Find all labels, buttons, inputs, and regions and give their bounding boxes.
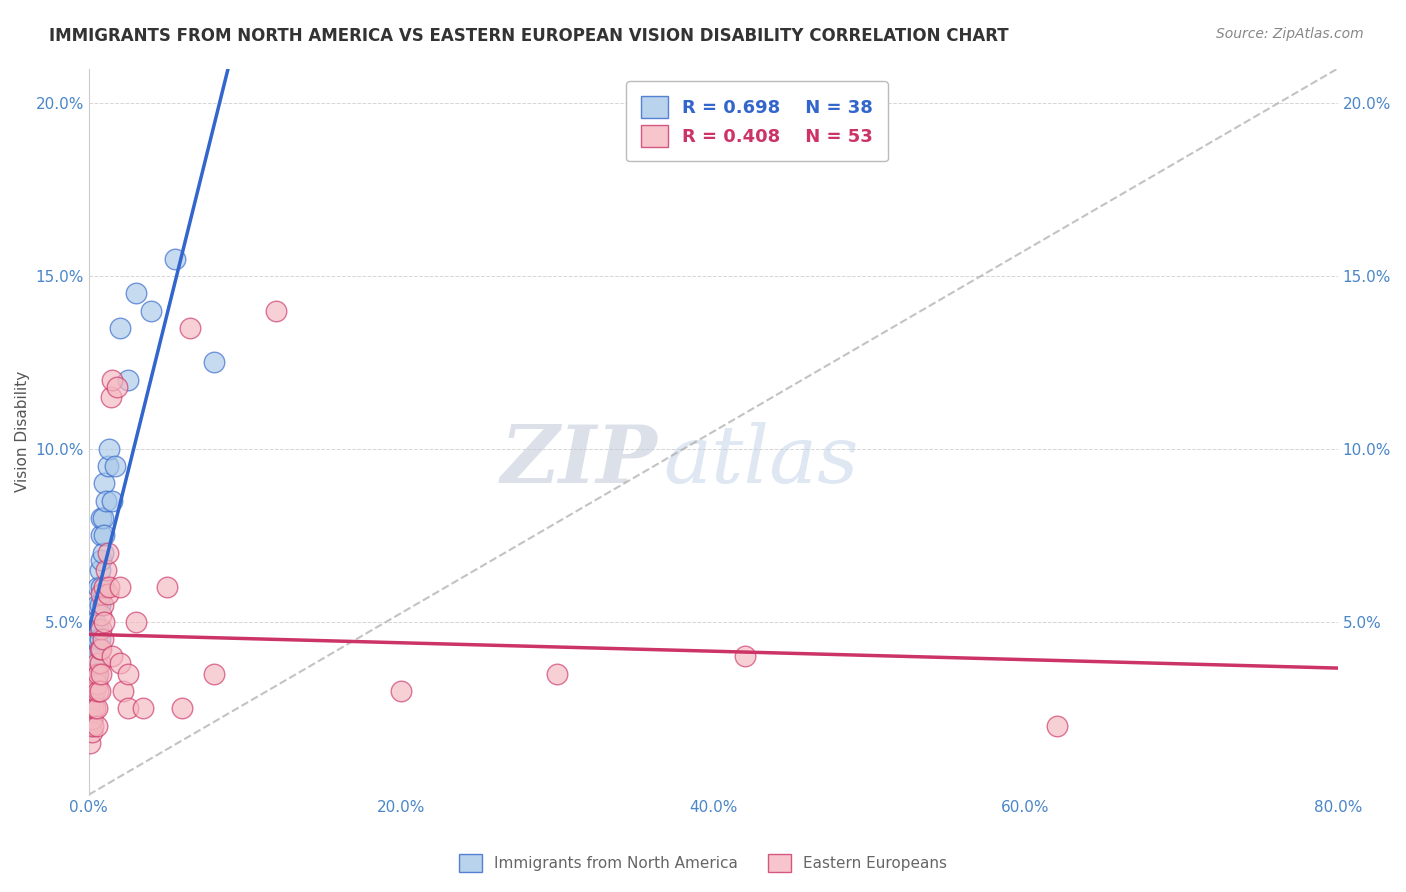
Point bbox=[90, 622, 112, 636]
Point bbox=[101, 649, 124, 664]
Point bbox=[202, 666, 225, 681]
Point bbox=[101, 373, 124, 387]
Point bbox=[90, 642, 112, 657]
Point bbox=[89, 657, 111, 671]
Point bbox=[108, 321, 131, 335]
Point bbox=[79, 736, 101, 750]
Point bbox=[94, 493, 117, 508]
Point bbox=[156, 580, 179, 594]
Point bbox=[93, 476, 115, 491]
Point bbox=[117, 701, 139, 715]
Point bbox=[100, 390, 122, 404]
Point bbox=[79, 718, 101, 732]
Point bbox=[82, 632, 104, 646]
Point bbox=[90, 587, 112, 601]
Point bbox=[108, 657, 131, 671]
Y-axis label: Vision Disability: Vision Disability bbox=[15, 371, 30, 492]
Text: IMMIGRANTS FROM NORTH AMERICA VS EASTERN EUROPEAN VISION DISABILITY CORRELATION : IMMIGRANTS FROM NORTH AMERICA VS EASTERN… bbox=[49, 27, 1010, 45]
Point bbox=[124, 286, 146, 301]
Point bbox=[86, 666, 108, 681]
Point bbox=[79, 701, 101, 715]
Point bbox=[82, 690, 104, 705]
Point bbox=[96, 546, 118, 560]
Point bbox=[80, 649, 103, 664]
Point bbox=[90, 607, 112, 622]
Point bbox=[87, 622, 110, 636]
Point bbox=[112, 684, 135, 698]
Point bbox=[89, 563, 111, 577]
Point bbox=[84, 666, 107, 681]
Legend: R = 0.698    N = 38, R = 0.408    N = 53: R = 0.698 N = 38, R = 0.408 N = 53 bbox=[626, 81, 887, 161]
Point bbox=[91, 632, 114, 646]
Point bbox=[90, 580, 112, 594]
Point bbox=[89, 598, 111, 612]
Point bbox=[82, 718, 104, 732]
Text: Source: ZipAtlas.com: Source: ZipAtlas.com bbox=[1216, 27, 1364, 41]
Point bbox=[87, 580, 110, 594]
Point bbox=[104, 459, 127, 474]
Point bbox=[172, 701, 194, 715]
Point bbox=[84, 684, 107, 698]
Point bbox=[163, 252, 186, 266]
Point bbox=[79, 684, 101, 698]
Point bbox=[96, 587, 118, 601]
Point bbox=[141, 303, 163, 318]
Point bbox=[91, 511, 114, 525]
Point bbox=[90, 511, 112, 525]
Point bbox=[87, 666, 110, 681]
Text: ZIP: ZIP bbox=[501, 422, 657, 500]
Point bbox=[179, 321, 201, 335]
Point bbox=[86, 701, 108, 715]
Point bbox=[91, 598, 114, 612]
Point bbox=[91, 546, 114, 560]
Point bbox=[82, 701, 104, 715]
Point bbox=[93, 615, 115, 629]
Point bbox=[734, 649, 756, 664]
Point bbox=[202, 355, 225, 369]
Point bbox=[79, 701, 101, 715]
Point bbox=[124, 615, 146, 629]
Point bbox=[87, 684, 110, 698]
Point bbox=[93, 580, 115, 594]
Point bbox=[101, 493, 124, 508]
Point bbox=[89, 632, 111, 646]
Point bbox=[80, 684, 103, 698]
Point bbox=[90, 528, 112, 542]
Text: atlas: atlas bbox=[664, 422, 859, 500]
Point bbox=[86, 718, 108, 732]
Point bbox=[86, 598, 108, 612]
Point bbox=[86, 657, 108, 671]
Legend: Immigrants from North America, Eastern Europeans: Immigrants from North America, Eastern E… bbox=[451, 846, 955, 880]
Point bbox=[546, 666, 568, 681]
Point bbox=[89, 642, 111, 657]
Point bbox=[80, 725, 103, 739]
Point bbox=[80, 677, 103, 691]
Point bbox=[264, 303, 287, 318]
Point bbox=[90, 666, 112, 681]
Point bbox=[80, 712, 103, 726]
Point bbox=[98, 442, 121, 456]
Point bbox=[132, 701, 155, 715]
Point bbox=[105, 379, 128, 393]
Point bbox=[108, 580, 131, 594]
Point bbox=[98, 580, 121, 594]
Point bbox=[90, 552, 112, 566]
Point bbox=[80, 712, 103, 726]
Point bbox=[82, 657, 104, 671]
Point bbox=[79, 718, 101, 732]
Point bbox=[117, 373, 139, 387]
Point bbox=[86, 632, 108, 646]
Point bbox=[93, 528, 115, 542]
Point bbox=[94, 563, 117, 577]
Point bbox=[86, 677, 108, 691]
Point bbox=[1046, 718, 1069, 732]
Point bbox=[117, 666, 139, 681]
Point bbox=[84, 701, 107, 715]
Point bbox=[84, 649, 107, 664]
Point bbox=[96, 459, 118, 474]
Point bbox=[84, 615, 107, 629]
Point bbox=[89, 684, 111, 698]
Point bbox=[389, 684, 412, 698]
